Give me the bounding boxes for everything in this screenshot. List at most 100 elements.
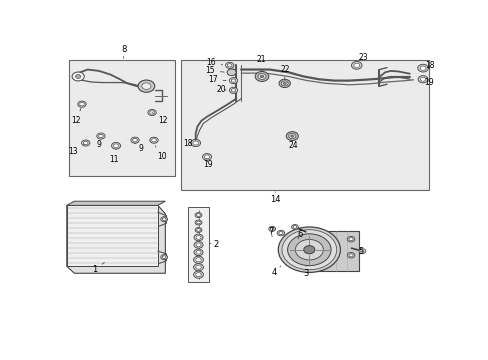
Circle shape	[303, 246, 314, 254]
Text: 18: 18	[424, 62, 433, 71]
Text: 9: 9	[97, 140, 101, 149]
Circle shape	[268, 226, 275, 231]
Text: 8: 8	[121, 45, 126, 58]
Circle shape	[353, 63, 359, 68]
Circle shape	[113, 144, 118, 148]
Circle shape	[194, 234, 203, 241]
Polygon shape	[67, 205, 158, 266]
Circle shape	[193, 256, 203, 264]
Text: 22: 22	[280, 65, 290, 79]
Circle shape	[195, 265, 201, 269]
Circle shape	[111, 143, 121, 149]
Polygon shape	[314, 231, 358, 270]
Circle shape	[194, 242, 203, 248]
Circle shape	[291, 225, 298, 229]
Circle shape	[97, 133, 105, 139]
Circle shape	[257, 73, 265, 80]
Circle shape	[270, 228, 274, 230]
Circle shape	[196, 251, 201, 254]
Text: 4: 4	[271, 266, 280, 277]
Text: 15: 15	[205, 66, 224, 75]
Circle shape	[290, 135, 293, 137]
Circle shape	[195, 228, 202, 233]
Circle shape	[278, 227, 340, 273]
Circle shape	[161, 217, 167, 222]
Circle shape	[78, 101, 86, 107]
Circle shape	[194, 249, 203, 256]
Circle shape	[283, 82, 285, 85]
Circle shape	[151, 139, 156, 142]
Circle shape	[193, 141, 198, 145]
Circle shape	[419, 66, 425, 70]
Circle shape	[229, 87, 237, 93]
Text: 11: 11	[109, 149, 119, 164]
Text: 12: 12	[71, 108, 81, 125]
Circle shape	[81, 140, 90, 146]
Circle shape	[190, 139, 200, 147]
Text: 10: 10	[155, 146, 166, 161]
Text: 16: 16	[205, 58, 222, 67]
Text: 20: 20	[216, 85, 226, 94]
Text: 14: 14	[269, 192, 280, 204]
Circle shape	[83, 141, 88, 145]
Circle shape	[162, 218, 166, 221]
Circle shape	[417, 64, 427, 72]
Circle shape	[260, 75, 263, 78]
Circle shape	[204, 155, 209, 159]
Circle shape	[348, 238, 352, 241]
Circle shape	[149, 137, 158, 143]
Circle shape	[255, 72, 268, 81]
Circle shape	[417, 76, 427, 83]
Text: 19: 19	[203, 160, 213, 169]
Circle shape	[80, 103, 84, 106]
Circle shape	[195, 212, 202, 217]
Circle shape	[149, 111, 154, 114]
Text: 21: 21	[256, 55, 265, 71]
Circle shape	[196, 243, 201, 247]
Circle shape	[346, 237, 354, 242]
Circle shape	[281, 81, 287, 86]
Circle shape	[131, 137, 139, 143]
Circle shape	[202, 153, 211, 160]
Circle shape	[292, 226, 296, 228]
Circle shape	[351, 62, 361, 69]
Text: 24: 24	[287, 140, 297, 150]
Bar	[180, 60, 428, 190]
Circle shape	[348, 254, 352, 257]
Circle shape	[231, 79, 235, 82]
Circle shape	[196, 235, 201, 239]
Text: 5: 5	[357, 247, 363, 256]
Circle shape	[147, 109, 156, 116]
Circle shape	[282, 230, 336, 270]
Text: 18: 18	[183, 139, 195, 148]
Text: 3: 3	[303, 266, 308, 278]
Circle shape	[277, 230, 284, 236]
Circle shape	[231, 89, 235, 92]
Text: 7: 7	[267, 227, 273, 237]
Circle shape	[193, 264, 203, 271]
Circle shape	[226, 69, 236, 76]
Text: 1: 1	[92, 262, 104, 274]
Circle shape	[142, 83, 151, 90]
Circle shape	[358, 249, 365, 253]
Circle shape	[193, 271, 203, 278]
Circle shape	[161, 255, 167, 260]
Circle shape	[162, 256, 166, 258]
Text: 19: 19	[424, 77, 433, 86]
Circle shape	[75, 75, 81, 78]
Bar	[188, 207, 208, 282]
Text: 17: 17	[207, 75, 226, 84]
Text: 2: 2	[209, 240, 219, 249]
Circle shape	[225, 62, 233, 68]
Text: 23: 23	[358, 53, 367, 62]
Circle shape	[196, 229, 200, 231]
Circle shape	[195, 273, 201, 276]
Circle shape	[72, 72, 84, 81]
Bar	[68, 60, 175, 176]
Polygon shape	[67, 205, 165, 273]
Circle shape	[278, 231, 283, 235]
Circle shape	[195, 220, 202, 225]
Circle shape	[285, 132, 298, 140]
Circle shape	[138, 80, 154, 92]
Circle shape	[288, 134, 295, 139]
